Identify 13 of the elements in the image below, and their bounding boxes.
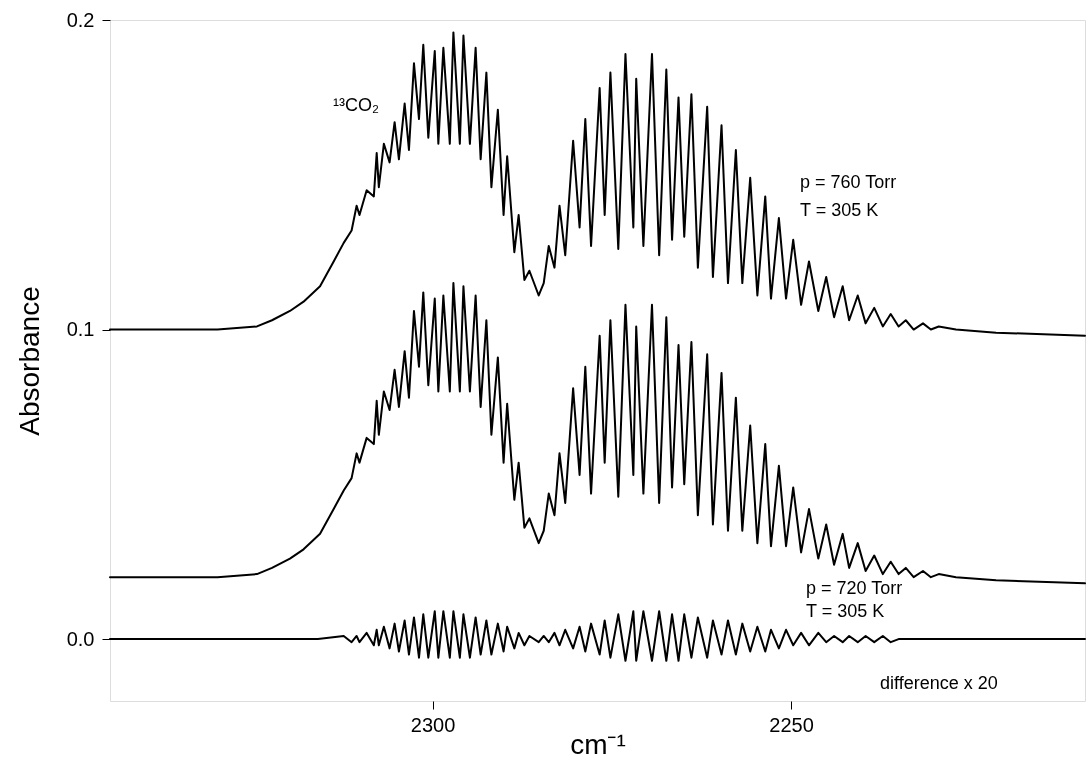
x-axis-title: cm⁻¹ — [570, 728, 626, 757]
annotation: T = 305 K — [806, 601, 885, 621]
y-axis-title: Absorbance — [13, 286, 45, 436]
annotation: difference x 20 — [880, 673, 998, 693]
x-tick-label: 2300 — [410, 713, 456, 736]
annotation: ¹³CO₂ — [333, 95, 379, 115]
y-tick-label: 0.0 — [66, 627, 95, 650]
y-tick-label: 0.1 — [66, 318, 95, 341]
annotation: p = 720 Torr — [806, 578, 903, 598]
annotation: T = 305 K — [800, 200, 879, 220]
x-tick-label: 2250 — [769, 713, 814, 736]
y-tick-label: 0.2 — [66, 8, 95, 31]
annotation: p = 760 Torr — [800, 172, 897, 192]
